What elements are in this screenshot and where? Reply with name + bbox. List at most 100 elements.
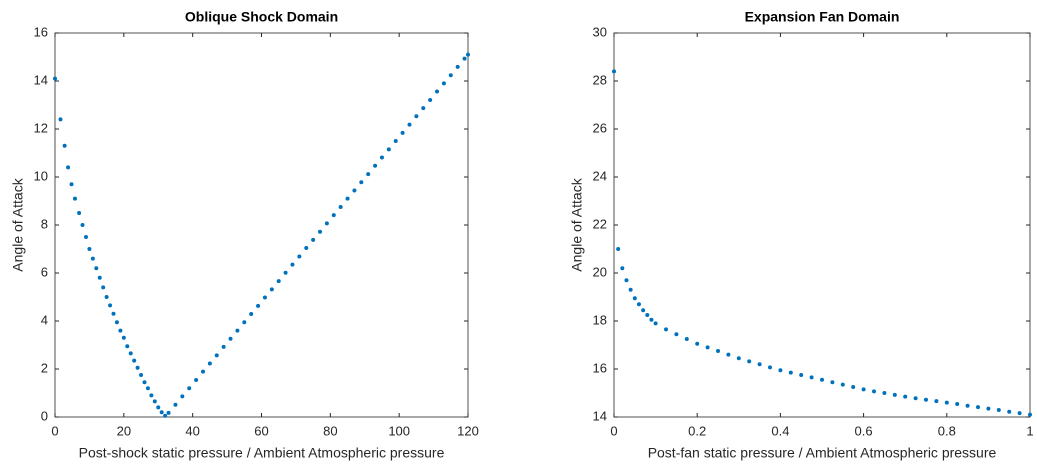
data-point xyxy=(228,336,233,341)
data-point xyxy=(996,408,1001,413)
data-point xyxy=(624,278,629,283)
data-point xyxy=(892,392,897,397)
data-point xyxy=(428,97,433,102)
data-point xyxy=(435,89,440,94)
data-point xyxy=(799,373,804,377)
data-point xyxy=(747,359,752,364)
data-point xyxy=(72,196,77,201)
data-point xyxy=(128,351,133,356)
data-point xyxy=(366,172,371,177)
x-tick-label: 0 xyxy=(610,423,617,438)
data-point xyxy=(924,397,928,402)
y-tick-label: 26 xyxy=(593,120,607,135)
data-point xyxy=(159,410,164,415)
data-point xyxy=(612,69,616,74)
data-point xyxy=(414,114,419,119)
data-point xyxy=(736,356,741,361)
data-point xyxy=(851,385,856,389)
data-point xyxy=(318,229,323,234)
chart-title: Expansion Fan Domain xyxy=(745,9,900,25)
data-point xyxy=(324,221,329,226)
data-point xyxy=(135,365,140,370)
data-point xyxy=(455,64,460,69)
data-point xyxy=(641,308,646,313)
data-point xyxy=(421,106,426,111)
data-point xyxy=(955,402,960,407)
data-point xyxy=(90,256,95,261)
data-point xyxy=(242,320,247,325)
data-point xyxy=(664,327,668,332)
data-point xyxy=(125,344,130,349)
y-tick-label: 18 xyxy=(593,312,607,327)
data-point xyxy=(114,320,119,325)
data-point xyxy=(400,130,405,135)
x-tick-label: 1 xyxy=(1026,423,1033,438)
data-point xyxy=(304,246,309,251)
data-point xyxy=(407,122,412,127)
data-point xyxy=(345,196,350,201)
data-point xyxy=(214,353,219,358)
y-tick-label: 14 xyxy=(593,408,607,423)
data-point xyxy=(913,396,918,401)
data-point xyxy=(695,341,700,346)
data-point xyxy=(283,270,288,275)
x-tick-label: 100 xyxy=(388,423,410,438)
x-tick-label: 120 xyxy=(457,423,479,438)
data-point xyxy=(726,352,731,357)
y-tick-label: 14 xyxy=(34,72,48,87)
data-point xyxy=(163,413,168,418)
data-point xyxy=(94,266,99,271)
x-tick-label: 60 xyxy=(254,423,268,438)
data-point xyxy=(249,312,254,317)
x-axis-label: Post-shock static pressure / Ambient Atm… xyxy=(79,445,445,461)
data-point xyxy=(194,378,199,383)
data-point xyxy=(269,287,274,292)
data-point xyxy=(262,295,267,300)
data-point xyxy=(788,370,793,375)
x-tick-label: 0.8 xyxy=(938,423,956,438)
data-point xyxy=(121,335,126,340)
plot: 0 20 40 60 80 100 120 0 2 4 6 8 10 12 14 16 Oblique Shoc… xyxy=(10,9,479,461)
data-point xyxy=(207,361,212,366)
data-point xyxy=(448,73,453,78)
data-point xyxy=(649,317,654,322)
data-point xyxy=(80,223,85,227)
y-axis-label: Angle of Attack xyxy=(10,177,26,271)
plot: 0 0.2 0.4 0.6 0.8 1 14 16 18 20 22 24 26 28 30 Expansio… xyxy=(569,9,1034,461)
data-point xyxy=(882,391,887,395)
x-tick-label: 40 xyxy=(185,423,199,438)
data-point xyxy=(97,275,102,280)
data-point xyxy=(1028,412,1032,417)
data-point xyxy=(352,188,357,193)
data-point xyxy=(101,285,106,290)
y-tick-label: 4 xyxy=(41,312,48,327)
y-tick-label: 16 xyxy=(34,24,48,39)
data-point xyxy=(809,375,814,380)
data-point xyxy=(466,52,470,57)
data-point xyxy=(152,399,157,404)
data-point xyxy=(379,155,384,160)
data-point xyxy=(359,180,364,185)
data-point xyxy=(386,147,391,152)
data-point xyxy=(944,400,949,405)
y-tick-label: 8 xyxy=(41,216,48,231)
data-point xyxy=(118,328,123,333)
data-point xyxy=(632,296,637,301)
data-point xyxy=(58,117,63,122)
data-point xyxy=(976,405,980,410)
x-tick-label: 80 xyxy=(323,423,337,438)
x-axis-label: Post-fan static pressure / Ambient Atmos… xyxy=(648,445,997,461)
x-tick-label: 20 xyxy=(117,423,131,438)
data-point xyxy=(373,163,378,168)
data-point xyxy=(778,368,783,373)
data-point xyxy=(256,303,261,308)
y-tick-label: 20 xyxy=(593,264,607,279)
data-point xyxy=(684,337,689,341)
data-point xyxy=(149,393,154,398)
data-point xyxy=(187,386,192,391)
data-point xyxy=(173,402,178,407)
x-tick-label: 0.6 xyxy=(855,423,873,438)
data-point xyxy=(674,332,679,337)
y-tick-label: 10 xyxy=(34,168,48,183)
y-tick-label: 28 xyxy=(593,72,607,87)
